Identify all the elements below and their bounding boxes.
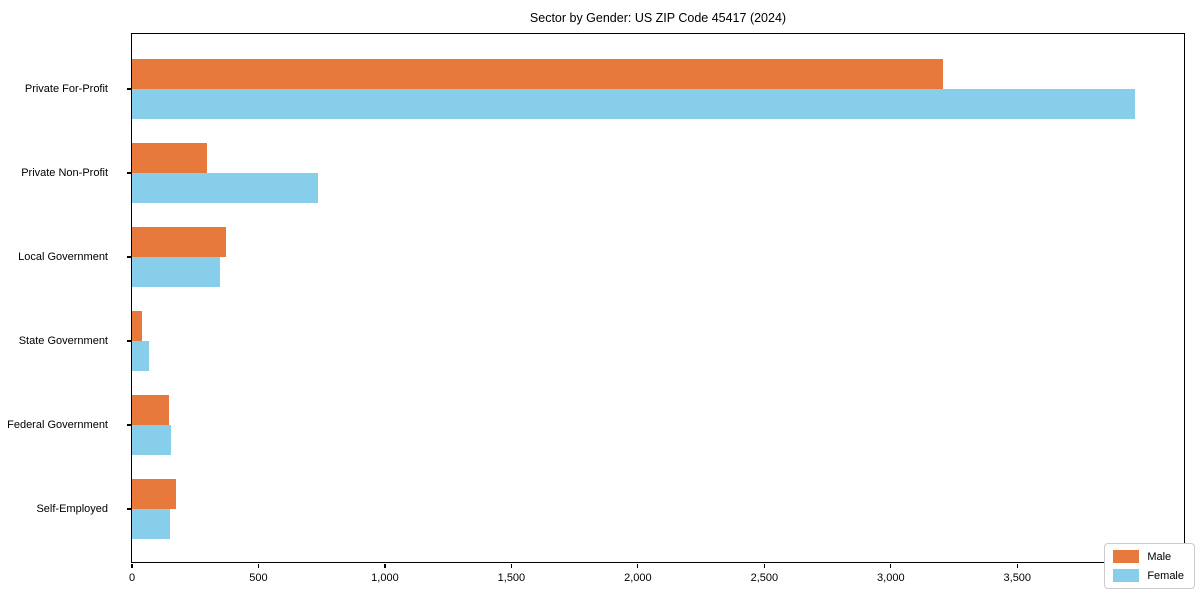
y-tick-label-private-non-profit: Private Non-Profit [21,167,108,179]
y-tick-mark [127,424,131,426]
x-tick-label-2500: 2,500 [750,572,779,584]
y-tick-label-state-government: State Government [18,335,108,347]
x-tick-mark [131,564,133,568]
x-tick-label-3500: 3,500 [1003,572,1032,584]
y-tick-mark [127,340,131,342]
y-tick-label-private-for-profit: Private For-Profit [24,83,108,95]
x-tick-mark [763,564,765,568]
x-tick-label-500: 500 [249,572,268,584]
bar-male-federal-government [132,395,170,425]
bar-male-private-for-profit [132,59,943,89]
bar-female-private-for-profit [132,89,1136,119]
y-tick-mark [127,172,131,174]
male-swatch-icon [1113,550,1140,563]
bar-male-self-employed [132,479,177,509]
bar-male-private-non-profit [132,143,207,173]
legend-label-female: Female [1147,569,1184,582]
y-tick-label-self-employed: Self-Employed [36,503,108,515]
x-tick-mark [890,564,892,568]
y-tick-mark [127,256,131,258]
x-tick-mark [1016,564,1018,568]
plot-area: Private For-Profit Private Non-Profit Loca… [7,33,1185,584]
x-tick-label-1000: 1,000 [371,572,399,584]
x-tick-label-1500: 1,500 [497,572,526,584]
y-tick-mark [127,508,131,510]
legend-entry-female: Female [1113,569,1184,582]
bar-female-private-non-profit [132,173,318,203]
y-tick-mark [127,88,131,90]
bar-female-federal-government [132,425,172,455]
x-tick-mark [637,564,639,568]
legend-label-male: Male [1147,550,1172,563]
y-tick-label-local-government: Local Government [18,251,108,263]
bar-male-local-government [132,227,226,257]
bar-female-self-employed [132,509,170,539]
bar-female-state-government [132,341,149,371]
x-tick-label-0: 0 [128,572,136,584]
legend: Male Female [1104,543,1195,589]
chart-title: Sector by Gender: US ZIP Code 45417 (202… [529,11,787,25]
x-tick-mark [257,564,260,568]
x-tick-mark [510,564,512,568]
x-tick-label-2000: 2,000 [624,572,652,584]
female-swatch-icon [1113,569,1140,582]
x-tick-label-3000: 3,000 [877,572,905,584]
x-tick-mark [384,564,386,568]
bar-male-state-government [132,311,142,341]
y-tick-label-federal-government: Federal Government [7,419,108,431]
bar-female-local-government [132,257,220,287]
legend-entry-male: Male [1113,550,1184,563]
